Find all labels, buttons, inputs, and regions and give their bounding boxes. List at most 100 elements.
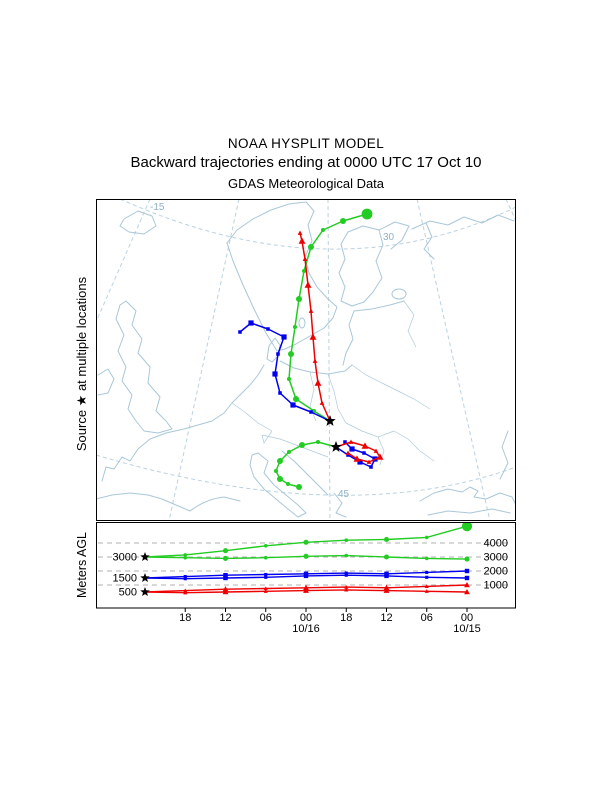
- trajectory-marker: [343, 440, 347, 444]
- trajectory-marker: [222, 555, 229, 561]
- country-borders: [231, 300, 435, 466]
- trajectory-marker: [424, 589, 429, 593]
- trajectory-marker: [425, 575, 429, 579]
- coastline-italy: [249, 452, 307, 518]
- trajectory-marker: [308, 244, 314, 250]
- trajectory-path: [288, 213, 368, 422]
- trajectory-marker: [344, 538, 349, 542]
- trajectory-marker: [424, 535, 429, 540]
- trajectory-marker: [183, 588, 188, 593]
- parallel-line: [96, 454, 516, 496]
- trajectory-marker: [344, 573, 348, 577]
- height-axis-label: 2000: [484, 566, 508, 578]
- coastline-adriatic: [281, 450, 329, 496]
- trajectory-marker: [303, 584, 309, 591]
- trajectory-path: [239, 322, 331, 422]
- trajectory-marker: [293, 396, 299, 402]
- trajectory-marker: [222, 586, 229, 592]
- coastlines: [96, 201, 516, 518]
- trajectory-marker: [276, 352, 280, 356]
- source-star-icon: [140, 573, 150, 583]
- border-line: [261, 430, 273, 444]
- coastline-ireland: [97, 368, 115, 396]
- source-star-icon: [140, 552, 150, 562]
- coastline-biscay: [101, 438, 151, 482]
- trajectory-marker: [301, 268, 307, 274]
- coastline-baltic-south: [279, 360, 353, 375]
- source-height-label: 3000: [113, 552, 137, 564]
- trajectory-marker: [298, 237, 306, 244]
- trajectory-marker: [424, 556, 429, 561]
- trajectory-marker: [290, 402, 296, 408]
- trajectory-marker: [346, 453, 350, 457]
- border-line: [345, 422, 395, 438]
- profile-axis-labels: 4000 3000 2000 1000 3000 1500 500 18 12 06 00 18 12 0…: [113, 538, 508, 635]
- trajectory-marker: [424, 584, 429, 589]
- coastline-gulf-of-finland: [353, 300, 405, 312]
- trajectory-marker: [288, 351, 294, 357]
- time-tick-label: 00: [461, 612, 473, 624]
- time-tick-label: 18: [340, 612, 352, 624]
- run-title: Backward trajectories ending at 0000 UTC…: [130, 154, 482, 171]
- title-block: NOAA HYSPLIT MODEL Backward trajectories…: [0, 136, 612, 191]
- time-tick-label: 00: [300, 612, 312, 624]
- map-frame: [96, 199, 516, 521]
- coastline-denmark: [266, 337, 281, 363]
- trajectory-marker: [223, 572, 228, 578]
- trajectory-marker: [303, 587, 309, 593]
- trajectory-marker: [264, 572, 268, 577]
- border-line: [327, 373, 347, 424]
- map-coordinate-labels: -15 30 45: [150, 202, 395, 500]
- source-star-icon: [324, 415, 336, 426]
- trajectory-marker: [320, 227, 326, 233]
- trajectory-marker: [292, 324, 298, 330]
- trajectory-marker: [464, 568, 470, 574]
- trajectory-marker: [183, 590, 188, 595]
- lake-ladoga: [391, 288, 407, 300]
- trajectory-layer: [238, 208, 384, 490]
- trajectory-marker: [361, 442, 369, 449]
- trajectory-marker: [384, 573, 389, 579]
- coastline-britain: [115, 300, 173, 434]
- trajectory-marker: [238, 330, 242, 334]
- trajectory-map: -15 30 45: [96, 199, 516, 521]
- trajectory-marker: [383, 554, 390, 560]
- trajectory-marker: [285, 481, 291, 487]
- coastline-greece: [333, 492, 347, 518]
- graticule-lines: [96, 199, 516, 521]
- height-axis-label: 1000: [484, 580, 508, 592]
- trajectory-marker: [277, 458, 283, 464]
- trajectory-marker: [273, 468, 279, 474]
- border-line: [351, 364, 431, 410]
- height-axis-label: 3000: [484, 552, 508, 564]
- trajectory-marker: [376, 453, 384, 460]
- height-axis-label: 4000: [484, 538, 508, 550]
- trajectory-marker: [277, 476, 283, 482]
- trajectory-marker: [272, 371, 278, 377]
- meridian-line: [505, 199, 516, 222]
- border-line: [309, 371, 317, 422]
- trajectory-marker: [266, 327, 270, 331]
- trajectory-marker: [278, 391, 282, 395]
- trajectory-marker: [286, 449, 292, 455]
- trajectory-marker: [369, 465, 373, 469]
- time-tick-label: 06: [421, 612, 433, 624]
- model-title: NOAA HYSPLIT MODEL: [227, 136, 385, 151]
- trajectory-marker: [309, 333, 317, 340]
- trajectory-marker: [383, 584, 390, 591]
- met-data-title: GDAS Meteorological Data: [227, 176, 385, 191]
- trajectory-marker: [357, 459, 363, 465]
- trajectory-marker: [304, 281, 312, 288]
- trajectory-marker: [461, 522, 473, 532]
- lake-vanern: [298, 317, 306, 329]
- meridian-line: [416, 199, 491, 521]
- trajectory-marker: [344, 553, 349, 558]
- trajectory-marker: [383, 536, 390, 543]
- source-location-label: Source ★ at multiple locations: [74, 276, 89, 452]
- trajectory-marker: [464, 556, 470, 562]
- coastline-iberia-med: [96, 492, 241, 512]
- coastline-scandinavia: [226, 201, 338, 352]
- border-line: [393, 430, 435, 462]
- trajectory-marker: [183, 577, 187, 581]
- trajectory-marker: [348, 439, 354, 444]
